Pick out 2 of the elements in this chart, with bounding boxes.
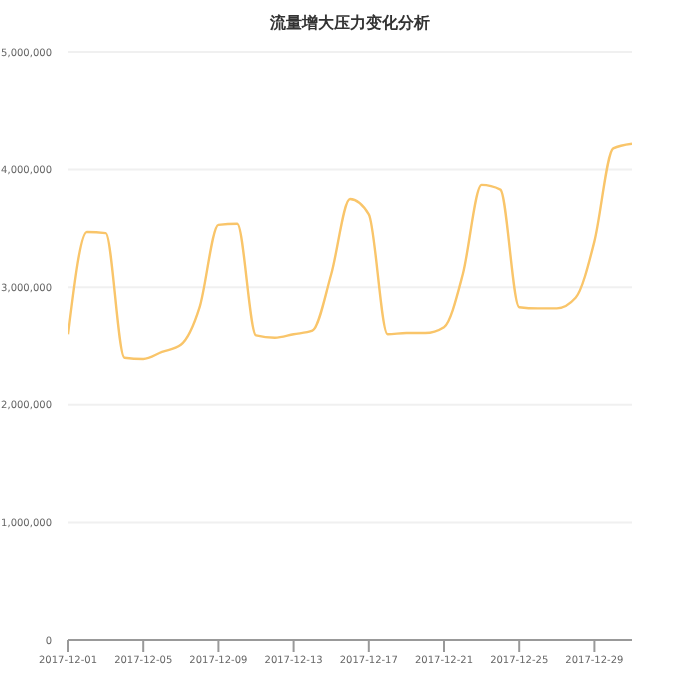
chart-title: 流量增大压力变化分析 (268, 12, 432, 36)
line-series (68, 142, 632, 361)
